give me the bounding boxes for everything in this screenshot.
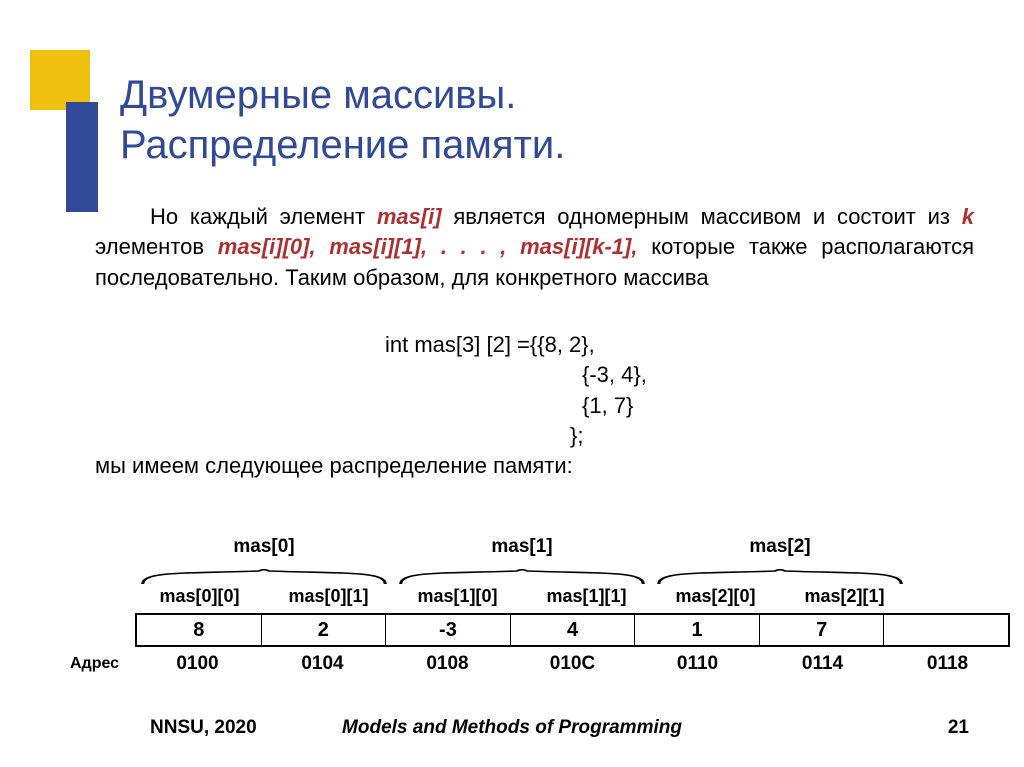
memory-diagram: mas[0] mas[1] mas[2] mas[0][0] mas[0][1]… [95, 536, 982, 675]
sub-0: mas[0][0] [135, 586, 264, 607]
para-e1: mas[i] [377, 204, 442, 229]
addr-1: 0104 [260, 653, 385, 675]
slide-title: Двумерные массивы. Распределение памяти. [120, 70, 565, 170]
group-label-2: mas[2] [651, 536, 909, 558]
brace-1 [393, 558, 651, 584]
cell-5: 7 [760, 615, 885, 645]
code-l3: {1, 7} [95, 391, 974, 421]
addr-4: 0110 [635, 653, 760, 675]
memory-table: 8 2 -3 4 1 7 [135, 613, 1010, 647]
code-l2: {-3, 4}, [95, 360, 974, 390]
title-line-2: Распределение памяти. [120, 123, 565, 167]
group-label-1: mas[1] [393, 536, 651, 558]
addr-5: 0114 [760, 653, 885, 675]
addr-6: 0118 [885, 653, 1010, 675]
para-e2: mas[i][0], mas[i][1], . . . , mas[i][k-1… [218, 234, 638, 259]
sub-labels-row: mas[0][0] mas[0][1] mas[1][0] mas[1][1] … [135, 586, 909, 607]
mem-intro: мы имеем следующее распределение памяти: [95, 451, 974, 481]
cell-2: -3 [386, 615, 511, 645]
paragraph: Но каждый элемент mas[i] является одноме… [95, 202, 974, 293]
group-label-0: mas[0] [135, 536, 393, 558]
cell-4: 1 [635, 615, 760, 645]
sub-3: mas[1][1] [522, 586, 651, 607]
sub-4: mas[2][0] [651, 586, 780, 607]
cell-1: 2 [262, 615, 387, 645]
slide-footer: NNSU, 2020 Models and Methods of Program… [0, 717, 1024, 739]
decor-yellow-square [30, 50, 90, 110]
title-line-1: Двумерные массивы. [120, 73, 516, 117]
para-k: k [962, 204, 974, 229]
cell-3: 4 [511, 615, 636, 645]
addr-2: 0108 [385, 653, 510, 675]
brace-2 [651, 558, 909, 584]
braces-row [135, 558, 909, 584]
decor-blue-bar [66, 102, 98, 212]
footer-page-number: 21 [948, 717, 969, 739]
sub-1: mas[0][1] [264, 586, 393, 607]
address-cells: 0100 0104 0108 010C 0110 0114 0118 [135, 653, 1010, 675]
cell-6 [884, 615, 1008, 645]
para-t1: Но каждый элемент [150, 204, 377, 229]
group-labels-row: mas[0] mas[1] mas[2] [135, 536, 909, 558]
para-t2: является одномерным массивом и состоит и… [442, 204, 962, 229]
para-t3: элементов [95, 234, 218, 259]
address-label: Адрес [70, 655, 110, 673]
cell-0: 8 [137, 615, 262, 645]
brace-0 [135, 558, 393, 584]
code-block: int mas[3] [2] ={{8, 2}, {-3, 4}, {1, 7}… [95, 330, 974, 482]
sub-5: mas[2][1] [780, 586, 909, 607]
code-l1: int mas[3] [2] ={{8, 2}, [95, 330, 974, 360]
code-l4: }; [95, 421, 974, 451]
footer-left: NNSU, 2020 [150, 717, 257, 739]
address-row: Адрес 0100 0104 0108 010C 0110 0114 0118 [95, 653, 1015, 675]
addr-3: 010C [510, 653, 635, 675]
sub-2: mas[1][0] [393, 586, 522, 607]
addr-0: 0100 [135, 653, 260, 675]
